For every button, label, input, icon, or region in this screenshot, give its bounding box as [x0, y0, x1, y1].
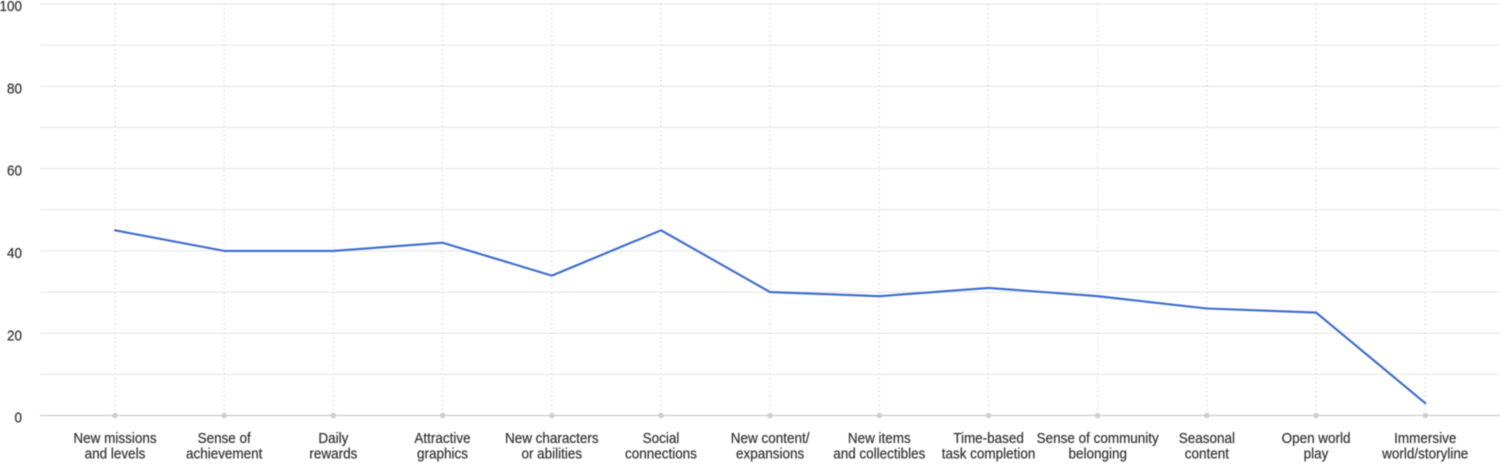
- svg-text:Daily: Daily: [318, 430, 349, 447]
- svg-text:40: 40: [7, 245, 22, 262]
- svg-text:0: 0: [14, 410, 22, 427]
- svg-text:60: 60: [7, 163, 22, 180]
- svg-text:Sense of community: Sense of community: [1037, 430, 1160, 447]
- svg-text:New items: New items: [848, 430, 911, 447]
- svg-text:expansions: expansions: [736, 446, 804, 463]
- svg-text:connections: connections: [625, 446, 697, 463]
- svg-text:world/storyline: world/storyline: [1381, 446, 1468, 463]
- svg-text:20: 20: [7, 328, 22, 345]
- svg-text:Sense of: Sense of: [198, 430, 251, 447]
- svg-text:Seasonal: Seasonal: [1179, 430, 1235, 447]
- svg-text:play: play: [1304, 446, 1330, 463]
- svg-text:graphics: graphics: [417, 446, 468, 463]
- svg-text:rewards: rewards: [309, 446, 357, 463]
- svg-text:Attractive: Attractive: [414, 430, 470, 447]
- svg-text:100: 100: [0, 0, 22, 15]
- svg-text:Open world: Open world: [1282, 430, 1351, 447]
- svg-text:task completion: task completion: [942, 446, 1036, 463]
- svg-text:Social: Social: [643, 430, 680, 447]
- svg-text:and collectibles: and collectibles: [833, 446, 925, 463]
- svg-text:belonging: belonging: [1068, 446, 1126, 463]
- svg-text:or abilities: or abilities: [521, 446, 582, 463]
- svg-text:New missions: New missions: [73, 430, 156, 447]
- svg-text:achievement: achievement: [186, 446, 262, 463]
- svg-text:and levels: and levels: [85, 446, 146, 463]
- svg-text:Time-based: Time-based: [953, 430, 1024, 447]
- svg-text:New characters: New characters: [505, 430, 599, 447]
- svg-text:80: 80: [7, 81, 22, 98]
- svg-text:New content/: New content/: [731, 430, 810, 447]
- svg-text:Immersive: Immersive: [1394, 430, 1456, 447]
- svg-text:content: content: [1185, 446, 1229, 463]
